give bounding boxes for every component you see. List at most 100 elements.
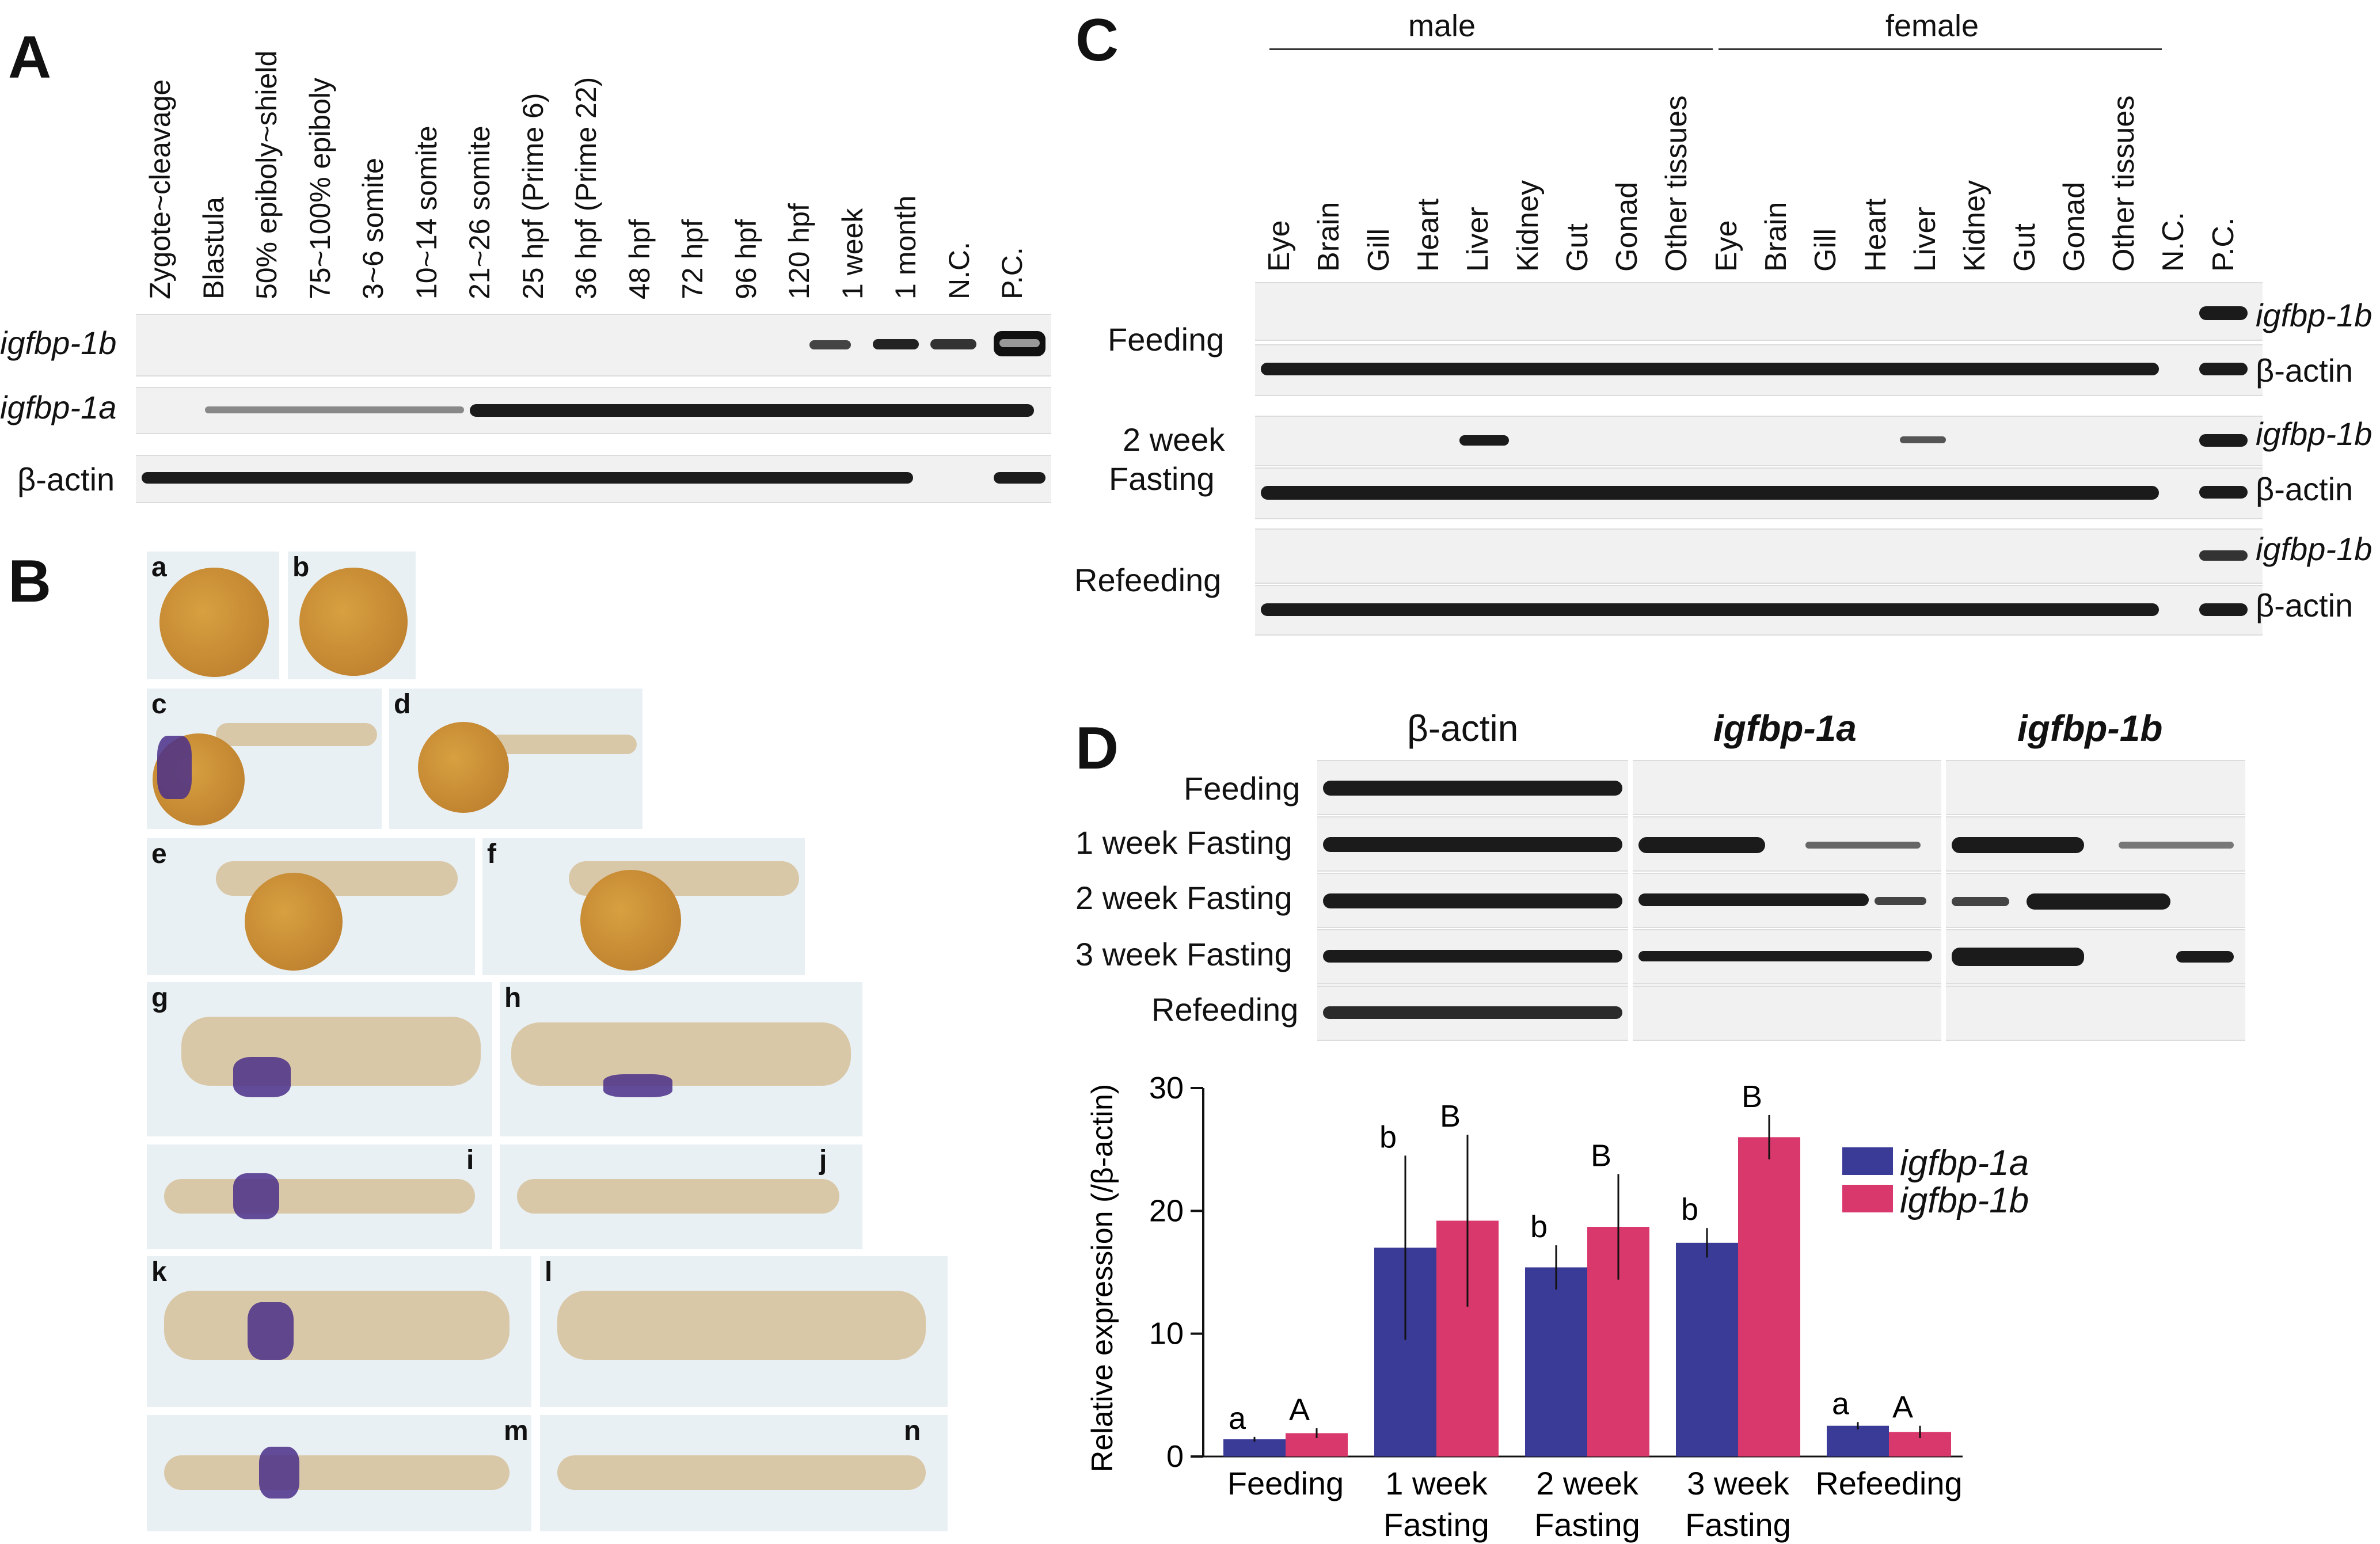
legend-igfbp1b-label: igfbp-1b <box>1900 1181 2029 1220</box>
image-letter: h <box>504 983 522 1013</box>
embryo-image-n: n <box>540 1415 948 1531</box>
gel-a-igfbp1b <box>136 314 1051 377</box>
d-row-refeeding: Refeeding <box>1151 991 1299 1028</box>
y-tick-label: 20 <box>1149 1193 1184 1228</box>
panel-c-column-label: Heart <box>1411 198 1445 272</box>
c-gene-label-3: igfbp-1b <box>2256 416 2373 452</box>
band-row <box>1323 893 1622 908</box>
significance-letter: A <box>1289 1393 1310 1427</box>
panel-a-column-label: 50% epiboly~shield <box>250 50 283 299</box>
panel-a-column-label: 1 month <box>889 195 922 299</box>
x-tick-label: Fasting <box>1685 1507 1791 1543</box>
gel-d-bactin-4 <box>1317 929 1628 984</box>
group-female-label: female <box>1885 9 1979 43</box>
d-header-igfbp1b: igfbp-1b <box>2017 708 2163 749</box>
gel-c-feeding-bactin <box>1255 344 2263 396</box>
x-tick-label: Feeding <box>1227 1465 1344 1501</box>
band <box>994 472 1045 484</box>
embryo-image-i: i <box>147 1144 492 1249</box>
panel-a-column-label: 72 hpf <box>676 219 709 299</box>
group-male-label: male <box>1408 9 1476 43</box>
y-tick-label: 10 <box>1149 1317 1184 1351</box>
panel-c-column-label: Heart <box>1858 198 1892 272</box>
embryo-image-j: j <box>500 1144 862 1249</box>
significance-letter: b <box>1379 1120 1397 1154</box>
gel-d-igfbp1b-1 <box>1946 760 2245 815</box>
tail <box>164 1179 475 1214</box>
image-letter: m <box>504 1416 529 1446</box>
band <box>2199 486 2248 499</box>
gel-c-fasting-igfbp1b <box>1255 416 2263 466</box>
panel-a-column-label: P.C. <box>996 247 1028 299</box>
panel-a-column-label: N.C. <box>942 242 975 299</box>
panel-c-column-label: N.C. <box>2157 212 2191 272</box>
condition-fasting: Fasting <box>1109 461 1215 497</box>
band-row <box>470 404 1034 417</box>
stain <box>233 1173 279 1219</box>
tail <box>164 1291 510 1360</box>
band-row <box>142 472 913 484</box>
band <box>1900 436 1946 443</box>
yolk <box>418 722 509 813</box>
image-letter: f <box>487 839 496 869</box>
embryo-image-m: m <box>147 1415 531 1531</box>
bar-igfbp-1a <box>1525 1267 1587 1456</box>
embryo-image-e: e <box>147 838 475 975</box>
band-row <box>1323 781 1622 796</box>
legend-swatch-igfbp-1b <box>1842 1185 1893 1212</box>
panel-a-column-label: Blastula <box>197 197 230 299</box>
embryo-image-f: f <box>482 838 805 975</box>
embryo-image-b: b <box>288 552 416 679</box>
panel-c-column-label: Brain <box>1759 201 1793 272</box>
d-header-igfbp1a: igfbp-1a <box>1713 708 1857 749</box>
image-letter: c <box>151 689 167 720</box>
panel-a-column-label: 21~26 somite <box>463 126 496 299</box>
band <box>1952 837 2084 853</box>
bar-chart: 0 10 20 30 Relative expression (/β-actin) a A F… <box>1086 1071 1963 1543</box>
band-row <box>1638 951 1932 961</box>
gel-d-bactin-3 <box>1317 873 1628 928</box>
panel-a-letter: A <box>8 24 52 91</box>
panel-a-column-label: 120 hpf <box>783 203 815 299</box>
image-letter: g <box>151 983 169 1013</box>
legend-igfbp1a-label: igfbp-1a <box>1900 1143 2029 1183</box>
band <box>2119 842 2234 849</box>
panel-a-column-label: 25 hpf (Prime 6) <box>516 93 549 299</box>
gel-d-igfbp1b-4 <box>1946 929 2245 984</box>
tail <box>557 1291 926 1360</box>
panel-a-column-label: Zygote~cleavage <box>144 79 176 299</box>
c-gene-label-5: igfbp-1b <box>2256 531 2373 567</box>
stain <box>233 1057 291 1097</box>
panel-a-column-label: 75~100% epiboly <box>303 77 336 299</box>
panel-c-column-label: Gill <box>1809 228 1843 272</box>
d-row-2week: 2 week Fasting <box>1075 880 1292 916</box>
yolk <box>245 873 343 971</box>
panel-a-row-bactin: β-actin <box>17 461 115 497</box>
image-letter: l <box>545 1257 553 1287</box>
panel-c-column-label: Gonad <box>1610 181 1644 272</box>
band <box>873 339 919 349</box>
gel-d-igfbp1a-1 <box>1633 760 1941 815</box>
significance-letter: b <box>1681 1192 1698 1227</box>
gel-c-refeeding-bactin <box>1255 585 2263 636</box>
panel-b-letter: B <box>8 548 52 615</box>
c-gene-label-4: β-actin <box>2256 471 2354 507</box>
panel-c-column-label: Brain <box>1312 201 1346 272</box>
y-axis-label: Relative expression (/β-actin) <box>1086 1084 1119 1472</box>
panel-a-column-label: 3~6 somite <box>357 158 389 299</box>
x-tick-label: Refeeding <box>1815 1465 1962 1501</box>
panel-c-column-label: Liver <box>1461 207 1495 272</box>
gel-d-bactin-1 <box>1317 760 1628 815</box>
band <box>2199 363 2248 375</box>
panel-a-column-label: 48 hpf <box>623 219 656 299</box>
panel-a-row-igfbp1b: igfbp-1b <box>0 325 117 361</box>
significance-letter: a <box>1832 1386 1850 1421</box>
bar-igfbp-1a <box>1676 1242 1738 1456</box>
panel-c-column-label: Eye <box>1263 220 1296 272</box>
embryo-image-a: a <box>147 552 279 679</box>
x-tick-label: Fasting <box>1383 1507 1489 1543</box>
stain <box>248 1302 294 1360</box>
image-letter: b <box>292 552 310 583</box>
band <box>2176 951 2234 963</box>
panel-c-letter: C <box>1075 7 1119 74</box>
